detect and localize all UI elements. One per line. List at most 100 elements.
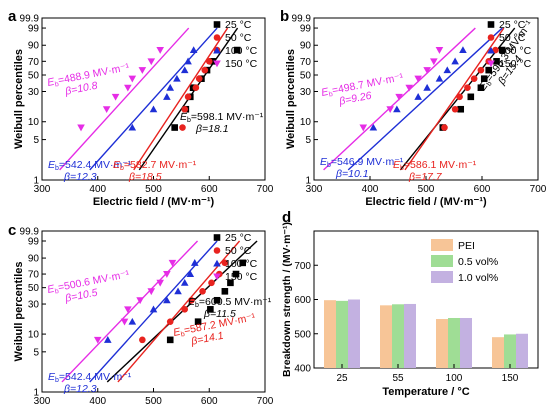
legend-swatch <box>431 255 453 267</box>
eb-label: Eb=600.5 MV·m⁻¹ <box>188 296 272 309</box>
beta-label: β=10.1 <box>335 168 369 180</box>
data-point <box>498 46 506 54</box>
beta-label: β=18.1 <box>195 123 229 135</box>
series-100c <box>347 27 503 171</box>
x-tick-label: 700 <box>257 396 274 407</box>
data-point <box>386 106 394 114</box>
data-point <box>213 296 221 304</box>
y-tick-label: 5 <box>33 135 39 146</box>
data-point <box>423 83 431 91</box>
legend-marker <box>213 46 221 54</box>
data-point <box>147 58 156 66</box>
legend-marker <box>213 259 221 267</box>
bar <box>404 303 416 368</box>
bar <box>336 300 348 368</box>
y-tick-label: 99 <box>28 24 40 35</box>
bar <box>380 305 392 368</box>
beta-label: β=12.3 <box>63 171 97 183</box>
data-point <box>207 306 214 313</box>
data-point <box>467 93 475 101</box>
y-tick-label: 10 <box>28 117 40 128</box>
legend-label: PEI <box>458 240 475 252</box>
fit-line <box>106 240 258 383</box>
legend-marker <box>213 234 221 241</box>
series-150c <box>59 27 190 171</box>
data-point <box>493 58 500 65</box>
legend-marker <box>213 273 221 281</box>
data-point <box>221 259 229 267</box>
data-point <box>181 105 189 113</box>
fit-line <box>133 27 229 171</box>
fit-annotation: Eb=488.9 MV·m⁻¹β=10.8 <box>46 61 131 98</box>
fit-line <box>59 27 190 171</box>
data-point <box>477 84 485 92</box>
y-tick-label: 30 <box>28 87 40 98</box>
eb-label: Eb=542.4 MV·m⁻¹ <box>48 159 132 172</box>
x-tick-label: 600 <box>201 184 218 195</box>
data-point <box>139 336 146 344</box>
data-point <box>77 124 85 132</box>
series-100c <box>89 240 218 383</box>
data-point <box>414 75 422 83</box>
y-tick-label: 50 <box>300 71 312 82</box>
legend-label: 25 °C <box>225 19 252 31</box>
data-point <box>199 288 206 295</box>
fit-line <box>61 240 199 383</box>
data-point <box>464 84 471 92</box>
data-point <box>195 75 203 82</box>
x-tick-label: 500 <box>145 396 162 407</box>
eb-label: Eb=546.9 MV·m⁻¹ <box>320 156 404 169</box>
data-point <box>441 124 448 131</box>
y-tick-label: 70 <box>28 57 40 68</box>
series-150c <box>61 240 199 383</box>
legend-label: 150 °C <box>499 58 532 70</box>
data-point <box>166 83 175 91</box>
data-point <box>138 67 147 74</box>
legend-marker <box>487 21 495 28</box>
x-tick-label: 300 <box>34 184 51 195</box>
x-tick-label: 600 <box>474 184 491 195</box>
data-point <box>184 93 192 101</box>
data-point <box>103 336 112 343</box>
legend-label: 150 °C <box>225 271 258 283</box>
eb-label: Eb=586.1 MV·m⁻¹ <box>393 159 477 172</box>
data-point <box>173 74 181 82</box>
legend-label: 100 °C <box>499 45 532 57</box>
data-point <box>443 66 452 74</box>
data-point <box>359 124 368 132</box>
data-point <box>163 296 171 304</box>
y-axis-label: Breakdown strength / (MV·m⁻¹) <box>281 222 293 377</box>
fit-line <box>347 27 503 171</box>
y-tick-label: 50 <box>28 283 40 294</box>
legend-marker <box>213 247 221 254</box>
data-point <box>102 106 111 114</box>
series-25c <box>106 240 258 383</box>
data-point <box>227 279 234 287</box>
data-point <box>201 66 209 74</box>
x-axis-label: Temperature / °C <box>382 386 469 398</box>
eb-label: Eb=582.7 MV·m⁻¹ <box>113 159 197 172</box>
legend-label: 50 °C <box>225 32 252 44</box>
beta-label: β=17.7 <box>408 171 443 183</box>
x-tick-label: 300 <box>34 396 51 407</box>
data-point <box>423 67 431 74</box>
data-point <box>124 84 132 92</box>
data-point <box>120 318 129 326</box>
legend-marker <box>213 60 221 68</box>
series-100c <box>89 27 218 171</box>
bar <box>324 300 336 368</box>
panel-letter: d <box>282 209 291 226</box>
data-point <box>149 105 158 113</box>
y-tick-label: 700 <box>294 261 311 272</box>
x-axis-label: Electric field / (MV·m⁻¹) <box>365 196 487 208</box>
data-point <box>221 288 229 295</box>
y-tick-label: 5 <box>33 347 39 358</box>
x-tick-label: 55 <box>392 373 404 384</box>
x-tick-label: 100 <box>446 373 463 384</box>
beta-label: β=18.5 <box>128 171 162 183</box>
y-tick-label: 400 <box>294 364 311 375</box>
data-point <box>414 93 422 100</box>
